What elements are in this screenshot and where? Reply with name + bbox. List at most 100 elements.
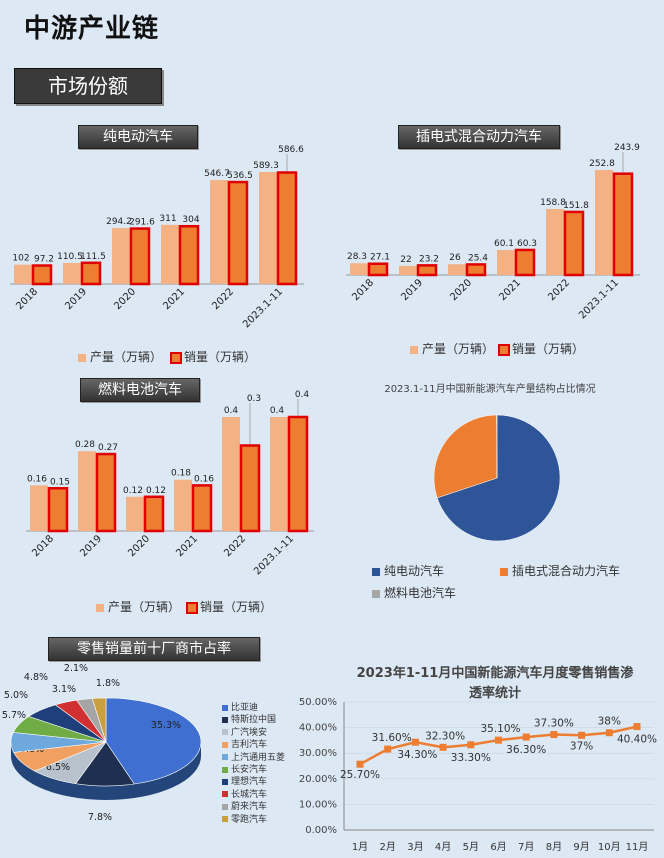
bev-swatch [372,567,380,576]
penetration-title-line2: 透率统计 [468,686,521,701]
penetration-y-tick: 50.00% [299,697,337,708]
penetration-value-label: 40.40% [617,734,657,746]
top10-value-label: 4.8% [24,672,48,683]
penetration-value-label: 36.30% [506,744,546,756]
fcev-tick-label: 2022 [222,533,248,559]
phev-tick-label: 2022 [546,277,572,303]
penetration-value-label: 38% [598,716,621,728]
fcev-tick-label: 2018 [30,533,56,559]
penetration-x-tick: 1月 [352,841,368,853]
bev-bar-production [14,264,32,284]
bev-tick-label: 2020 [112,286,138,312]
legend-swatch [222,791,228,798]
legend-label: 长城汽车 [231,789,268,800]
legend-swatch [222,741,228,748]
section-tab-market-share: 市场份额 [14,68,162,104]
fcev-tick-label: 2023.1-11 [252,533,296,577]
phev-tick-label: 2018 [350,277,376,303]
fcev-label-production: 0.16 [27,474,47,484]
penetration-point [495,736,502,744]
penetration-y-tick: 40.00% [299,723,337,734]
fcev-bar-production [126,496,144,531]
bev-label-production: 589.3 [253,161,279,171]
top10-value-label: 6.5% [46,762,70,773]
bev-legend-production: 产量（万辆） [78,348,162,365]
penetration-x-tick: 6月 [490,841,506,853]
phev-bar-sales [612,172,634,277]
bev-bar-sales [80,261,102,286]
legend-label: 蔚来汽车 [231,802,268,813]
penetration-value-label: 31.60% [372,732,412,744]
penetration-value-label: 37.30% [534,718,574,730]
top10-slice-10 [91,697,107,743]
bev-label-production: 102 [12,254,29,264]
production-swatch [96,603,104,612]
top10-legend-item: 零跑汽车 [222,814,285,826]
phev-tick-label: 2023.1-11 [577,277,621,321]
phev-swatch [500,567,508,576]
penetration-x-tick: 8月 [546,841,562,853]
legend-label: 吉利汽车 [231,740,268,751]
penetration-title-line1: 2023年1-11月中国新能源汽车月度零售销售渗 [356,666,634,681]
bev-bar-production [210,180,228,284]
phev-bar-production [448,264,466,275]
phev-bar-production [350,263,368,275]
fcev-label-sales: 0.16 [194,474,214,484]
legend-swatch [222,716,228,723]
fcev-bar-sales [239,444,261,533]
bev-tick-label: 2021 [161,286,187,312]
top10-value-label: 5.7% [2,710,26,721]
phev-bar-production [399,265,417,275]
sales-swatch [170,351,182,364]
legend-swatch [222,704,228,711]
penetration-x-tick: 9月 [573,841,589,853]
top10-pie-side [11,742,201,800]
phev-label-sales: 25.4 [468,253,488,263]
fcev-label-sales: 0.15 [50,477,70,487]
phev-bar-sales [367,262,389,277]
legend-label: 特斯拉中国 [231,715,277,726]
page-title: 中游产业链 [24,14,160,44]
legend-label: 比亚迪 [231,703,259,713]
phev-label-production: 252.8 [589,159,615,169]
bev-label-sales: 536.5 [227,171,253,181]
fcev-label-production: 0.4 [224,406,239,416]
fcev-label-sales: 0.4 [295,390,310,400]
penetration-point [522,733,530,741]
phev-bar-sales [416,264,438,277]
penetration-value-label: 34.30% [397,749,437,761]
bev-bar-production [259,172,277,284]
phev-bar-sales [465,263,487,277]
fcev-legend-production: 产量（万辆） [96,598,180,615]
bev-label-sales: 291.6 [129,218,155,228]
legend-swatch [222,803,228,810]
penetration-value-label: 32.30% [425,730,465,742]
phev-bar-production [546,209,564,275]
phev-legend-sales: 销量（万辆） [498,340,584,357]
phev-tick-label: 2021 [497,277,523,303]
top10-legend: 比亚迪 特斯拉中国 广汽埃安 吉利汽车 上汽通用五菱 长安汽车 理想汽车 长城汽车 蔚来汽车 零跑… [222,702,285,826]
top10-value-label: 5.0% [4,690,28,701]
phev-bar-sales [514,248,536,277]
bev-tick-label: 2023.1-11 [241,286,285,330]
penetration-x-tick: 4月 [435,841,451,853]
penetration-point [633,723,641,731]
bev-bar-production [112,228,130,284]
penetration-value-label: 35.10% [480,723,520,735]
penetration-x-tick: 3月 [407,841,423,853]
structure-legend-bev: 纯电动汽车 [372,562,444,579]
penetration-x-tick: 2月 [380,841,396,853]
fcev-label-sales: 0.27 [98,443,118,453]
bev-label-sales: 97.2 [34,255,54,265]
fcev-swatch [372,589,380,598]
top10-legend-item: 广汽埃安 [222,727,285,739]
fcev-label-production: 0.28 [75,440,95,450]
fcev-legend-sales: 销量（万辆） [186,598,272,615]
bev-tick-label: 2018 [14,286,40,312]
production-swatch [410,345,418,354]
fcev-bar-sales [143,495,165,533]
bev-bar-sales [276,171,298,286]
top10-value-label: 1.8% [96,678,120,689]
penetration-point [578,731,586,739]
legend-swatch [222,816,228,823]
